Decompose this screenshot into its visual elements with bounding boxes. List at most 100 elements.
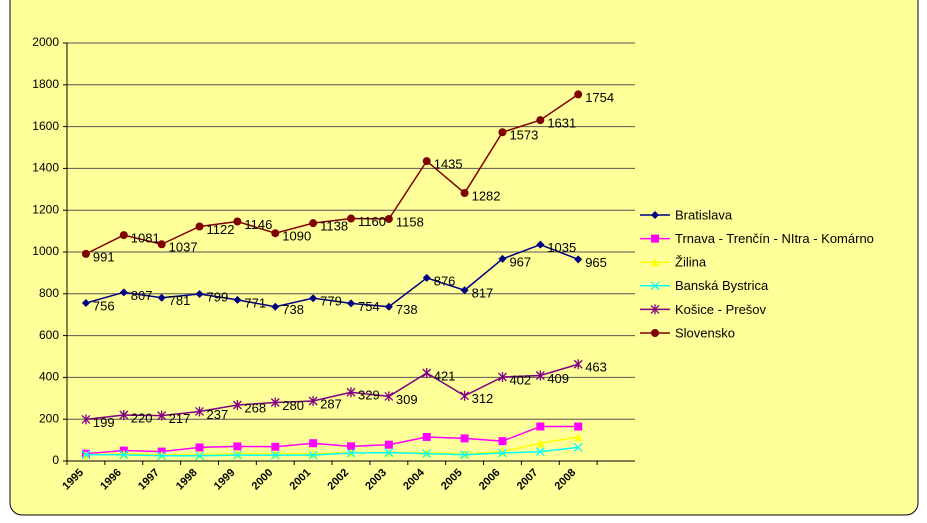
data-label: 771 <box>244 295 266 310</box>
marker <box>384 440 393 449</box>
data-label: 965 <box>585 255 607 270</box>
marker <box>309 219 318 228</box>
data-label: 1122 <box>207 222 235 237</box>
marker <box>535 370 545 381</box>
marker <box>157 451 167 461</box>
marker <box>460 434 469 443</box>
data-label: 817 <box>472 286 494 301</box>
data-label: 287 <box>320 396 342 411</box>
legend-label: Bratislava <box>675 207 733 222</box>
data-label: 312 <box>472 391 494 406</box>
marker <box>574 90 583 99</box>
marker <box>573 442 583 452</box>
marker <box>232 399 242 410</box>
data-label: 309 <box>396 392 418 407</box>
data-label: 1090 <box>282 229 311 244</box>
marker <box>157 293 166 302</box>
marker <box>498 437 507 446</box>
marker <box>346 448 356 458</box>
series-line <box>85 93 579 255</box>
marker <box>422 448 431 457</box>
marker <box>574 255 583 264</box>
marker <box>384 391 394 402</box>
marker <box>195 406 204 417</box>
data-label: 799 <box>207 289 229 304</box>
data-label: 463 <box>585 360 607 375</box>
y-tick-label: 0 <box>52 453 59 467</box>
data-label: 779 <box>320 294 342 309</box>
marker <box>422 449 432 459</box>
y-tick-label: 1400 <box>32 161 59 175</box>
legend-label: Banská Bystrica <box>675 278 769 293</box>
y-tick-label: 1000 <box>32 244 59 258</box>
marker <box>308 396 318 407</box>
data-label: 967 <box>509 254 531 269</box>
y-tick-label: 1200 <box>32 202 59 216</box>
y-tick-label: 600 <box>39 328 59 342</box>
data-label: 754 <box>358 299 380 314</box>
marker <box>536 422 545 431</box>
data-label: 738 <box>396 302 418 317</box>
marker <box>384 448 394 458</box>
data-label: 876 <box>434 273 456 288</box>
marker <box>384 302 393 311</box>
data-label: 1282 <box>472 188 501 203</box>
data-label: 807 <box>131 288 153 303</box>
y-tick-label: 400 <box>39 370 59 384</box>
marker <box>232 450 242 460</box>
marker <box>498 254 507 263</box>
marker <box>460 449 469 458</box>
data-label: 1160 <box>358 214 386 229</box>
marker <box>422 368 432 379</box>
data-label: 217 <box>169 411 191 426</box>
marker <box>346 387 356 398</box>
marker <box>536 240 545 249</box>
marker <box>651 234 659 243</box>
marker <box>651 211 659 219</box>
data-label: 991 <box>93 249 115 264</box>
marker <box>233 217 242 226</box>
data-label: 1035 <box>547 240 576 255</box>
legend-label: Žilina <box>675 255 707 270</box>
marker <box>195 450 204 459</box>
marker <box>157 240 166 249</box>
marker <box>81 298 90 307</box>
marker <box>119 288 128 297</box>
marker <box>309 439 318 448</box>
marker <box>650 281 660 291</box>
marker <box>422 157 431 166</box>
data-label: 1138 <box>320 219 348 234</box>
marker <box>347 442 355 451</box>
marker <box>195 443 204 452</box>
y-tick-label: 1800 <box>32 77 59 91</box>
marker <box>384 214 393 223</box>
data-label: 1146 <box>244 217 272 232</box>
legend-label: Trnava - Trenčín - NItra - Komárno <box>675 231 874 246</box>
marker <box>195 222 204 231</box>
y-tick-label: 200 <box>39 411 59 425</box>
data-label: 1754 <box>585 90 614 105</box>
marker <box>308 450 318 460</box>
data-label: 1037 <box>169 240 198 255</box>
marker <box>651 258 659 267</box>
marker <box>271 302 280 311</box>
marker <box>309 294 318 303</box>
marker <box>651 329 659 337</box>
marker <box>573 359 583 370</box>
marker <box>81 450 91 460</box>
marker <box>536 116 545 125</box>
legend-label: Slovensko <box>675 325 735 340</box>
data-label: 781 <box>169 293 191 308</box>
data-label: 421 <box>434 368 456 383</box>
marker <box>498 371 507 382</box>
marker <box>270 397 280 408</box>
marker <box>233 442 242 451</box>
marker <box>422 432 431 441</box>
marker <box>119 410 129 421</box>
marker <box>460 286 469 295</box>
marker <box>535 447 545 457</box>
data-label: 409 <box>547 371 569 386</box>
marker <box>347 299 355 308</box>
y-tick-label: 800 <box>39 286 59 300</box>
